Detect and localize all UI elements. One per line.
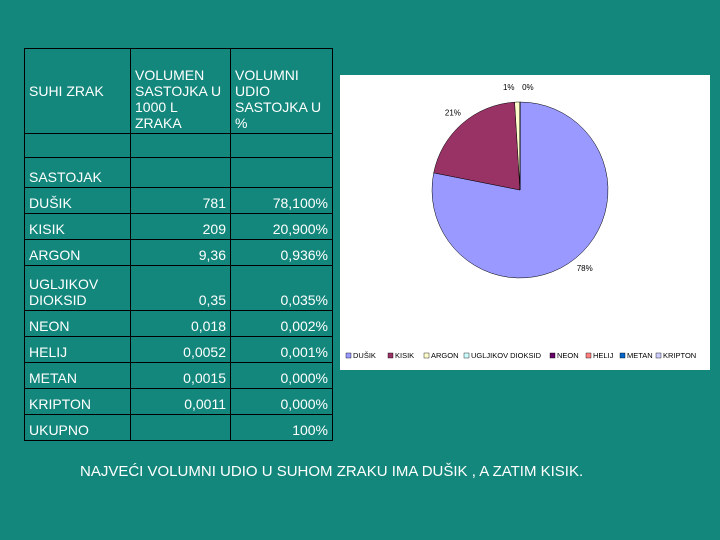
legend-label: KRIPTON (663, 351, 696, 360)
table-cell: 0,936% (230, 239, 333, 266)
legend-swatch (619, 352, 626, 359)
table-cell (230, 133, 333, 158)
data-label: 78% (577, 264, 593, 273)
legend-swatch (345, 352, 352, 359)
table-cell: NEON (24, 310, 131, 337)
chart: 78% 21% 1% 0% DUŠIK KISIK ARGON UGLJIKOV DIOKSI… (345, 83, 696, 360)
legend-label: NEON (557, 351, 579, 360)
table-cell (130, 414, 231, 441)
footer-text: NAJVEĆI VOLUMNI UDIO U SUHOM ZRAKU IMA D… (80, 463, 584, 480)
pie-slice (433, 101, 521, 191)
data-label: 1% (503, 83, 515, 92)
table-cell: ARGON (24, 239, 131, 266)
table-cell: 9,36 (130, 239, 231, 266)
legend-label: KISIK (395, 351, 414, 360)
legend-swatch (387, 352, 394, 359)
table-cell: UGLJIKOV DIOKSID (24, 265, 131, 311)
table-cell: 0,001% (230, 336, 333, 363)
table-cell: KRIPTON (24, 388, 131, 415)
table-cell (130, 157, 231, 188)
chart-box: 78% 21% 1% 0% DUŠIK KISIK ARGON UGLJIKOV DIOKSI… (340, 75, 710, 370)
legend-label: DUŠIK (353, 351, 376, 360)
table-cell: 0,0052 (130, 336, 231, 363)
legend-label: ARGON (431, 351, 459, 360)
header-cell: VOLUMNI UDIO SASTOJKA U % (230, 48, 333, 134)
table-cell (130, 133, 231, 158)
table-cell: 78,100% (230, 187, 333, 214)
data-label: 0% (522, 83, 534, 92)
table-cell: UKUPNO (24, 414, 131, 441)
legend-label: METAN (627, 351, 653, 360)
table-cell: 0,018 (130, 310, 231, 337)
table-cell: 0,000% (230, 388, 333, 415)
data-label: 21% (445, 108, 461, 117)
legend-label: HELIJ (593, 351, 614, 360)
legend-label: UGLJIKOV DIOKSID (471, 351, 542, 360)
legend-swatch (549, 352, 556, 359)
table-cell: 0,0011 (130, 388, 231, 415)
header-cell: VOLUMEN SASTOJKA U 1000 L ZRAKA (130, 48, 231, 134)
legend-swatch (463, 352, 470, 359)
legend-swatch (585, 352, 592, 359)
legend-swatch (655, 352, 662, 359)
table-cell: 0,0015 (130, 362, 231, 389)
table-cell: KISIK (24, 213, 131, 240)
table-cell: 100% (230, 414, 333, 441)
table-cell (24, 133, 131, 158)
table-cell: 781 (130, 187, 231, 214)
table-cell: HELIJ (24, 336, 131, 363)
table-cell: 0,035% (230, 265, 333, 311)
table-cell: DUŠIK (24, 187, 131, 214)
legend-swatch (423, 352, 430, 359)
table-cell: 0,35 (130, 265, 231, 311)
table-cell: 20,900% (230, 213, 333, 240)
table-cell: 209 (130, 213, 231, 240)
header-cell: SUHI ZRAK (24, 48, 131, 134)
table-cell: 0,000% (230, 362, 333, 389)
table-cell (230, 157, 333, 188)
table-cell: SASTOJAK (24, 157, 131, 188)
table-cell: METAN (24, 362, 131, 389)
table-cell: 0,002% (230, 310, 333, 337)
